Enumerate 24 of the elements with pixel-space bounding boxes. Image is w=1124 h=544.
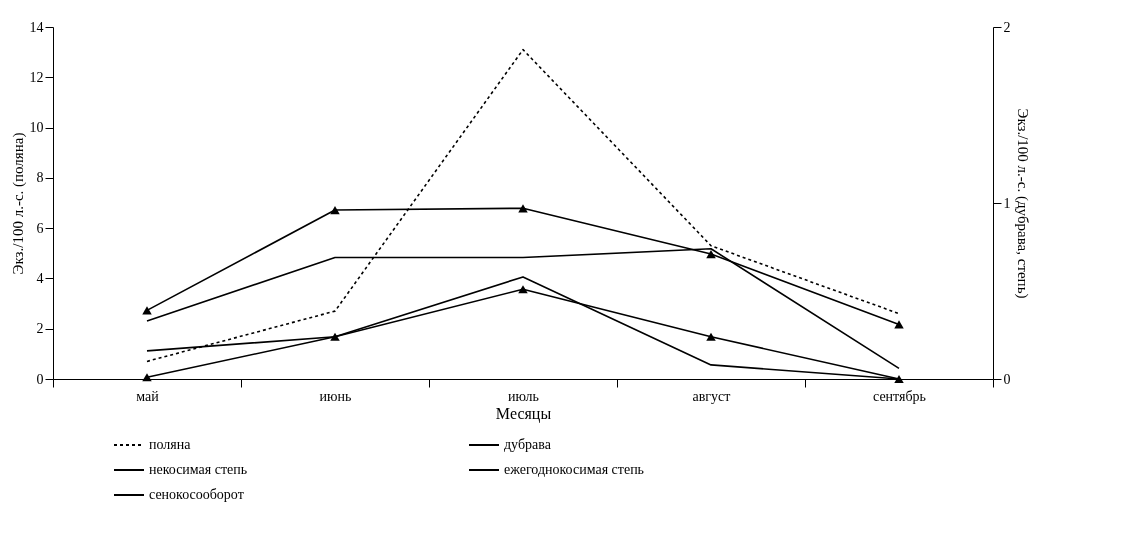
legend-label: сенокосооборот [149,487,244,502]
legend-label: некосимая степь [149,462,248,477]
legend-label: ежегоднокосимая степь [504,462,645,477]
y-tick-label: 10 [29,120,44,136]
x-tick-label: август [692,388,731,404]
y-tick-label: 12 [29,69,44,85]
y-tick-label: 14 [29,19,44,35]
y-tick-label: 2 [36,321,44,337]
y-tick-label: 8 [36,170,44,186]
legend-label: дубрава [504,437,552,452]
x-tick-label: июнь [319,388,352,404]
y2-tick-label: 1 [1003,195,1011,211]
y2-tick-label: 2 [1003,19,1011,35]
legend-label: поляна [149,437,192,452]
y-tick-label: 0 [36,371,44,387]
x-axis-title: Месяцы [495,404,552,423]
x-tick-label: сентябрь [873,388,926,404]
y-tick-label: 6 [36,220,44,236]
x-tick-label: июль [508,388,539,404]
y-axis-title: Экз./100 л.-с. (поляна) [9,132,27,275]
x-tick-label: май [136,388,160,404]
y-tick-label: 4 [36,270,44,286]
y2-axis-title: Экз./100 л.-с. (дубрава, степь) [1013,108,1031,299]
y2-tick-label: 0 [1003,371,1011,387]
